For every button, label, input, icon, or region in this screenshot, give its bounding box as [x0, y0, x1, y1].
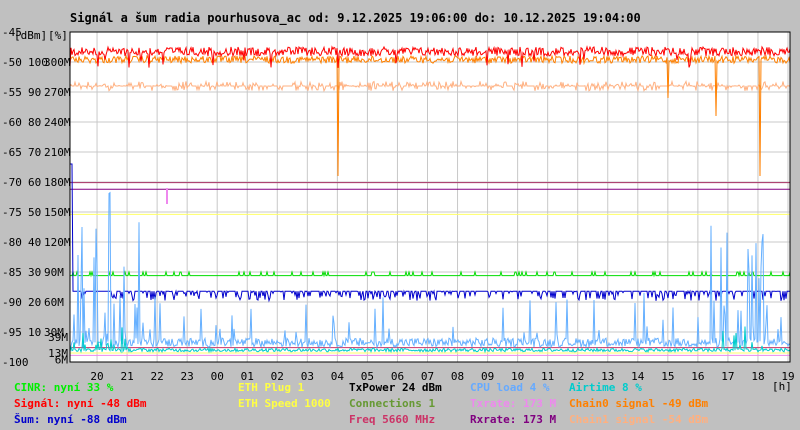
- rate-tick-label: 120M: [44, 236, 71, 249]
- legend-entry: Rxrate: 173 M: [470, 413, 556, 426]
- x-tick-label: 23: [181, 370, 194, 383]
- pct-tick-label: 80: [28, 116, 41, 129]
- plot-frame: [69, 31, 791, 363]
- x-tick-label: 09: [481, 370, 494, 383]
- legend-entry: Chain0 signal -49 dBm: [569, 397, 708, 410]
- x-tick-label: 05: [361, 370, 374, 383]
- pct-tick-label: 40: [28, 236, 41, 249]
- pct-tick-label: 10: [28, 326, 41, 339]
- x-tick-labels: 20 21 22 23 00 01 02 03 04 05 06 07 08 09 10 11 12 13 14 15…: [90, 370, 794, 383]
- grid: [70, 31, 790, 363]
- x-tick-label: 04: [331, 370, 345, 383]
- x-tick-label: 15: [661, 370, 674, 383]
- rate-tick-label: 60M: [44, 296, 64, 309]
- dbm-tick-label: -60: [2, 116, 22, 129]
- legend-entry: Txrate: 173 M: [470, 397, 556, 410]
- legend-entry: ETH Speed 1000: [238, 397, 331, 410]
- dbm-tick-label: -100: [2, 356, 29, 369]
- pct-tick-label: 60: [28, 176, 41, 189]
- dbm-axis-header: [dBm]: [14, 29, 47, 42]
- pct-tick-label: 30: [28, 266, 41, 279]
- x-tick-label: 06: [391, 370, 404, 383]
- x-tick-label: 12: [571, 370, 584, 383]
- legend-entry: ETH Plug 1: [238, 381, 305, 394]
- rate-tick-label: 270M: [44, 86, 71, 99]
- dbm-tick-label: -95: [2, 326, 22, 339]
- x-tick-label: 11: [541, 370, 554, 383]
- dbm-tick-label: -75: [2, 206, 22, 219]
- hour-axis-header: [h]: [772, 380, 792, 393]
- legend-entry: Freq 5660 MHz: [349, 413, 435, 426]
- rate-tick-label: 180M: [44, 176, 71, 189]
- legend-entry: Signál: nyní -48 dBm: [14, 397, 147, 410]
- rate-tick-label: 6M: [55, 354, 69, 367]
- chain0-signal-line: [69, 54, 791, 177]
- dbm-tick-label: -45: [2, 26, 22, 39]
- x-tick-label: 14: [631, 370, 645, 383]
- x-tick-label: 21: [120, 370, 133, 383]
- x-tick-label: 03: [301, 370, 314, 383]
- chart-title: Signál a šum radia pourhusova_ac od: 9.1…: [70, 11, 641, 26]
- legend-entry: CPU load 4 %: [470, 381, 550, 394]
- rate-tick-label: 240M: [44, 116, 71, 129]
- x-tick-label: 08: [451, 370, 464, 383]
- pct-tick-label: 50: [28, 206, 41, 219]
- legend-entry: CINR: nyní 33 %: [14, 381, 114, 394]
- legend-entry: Šum: nyní -88 dBm: [14, 413, 127, 426]
- legend: CINR: nyní 33 % Signál: nyní -48 dBm Šum: …: [14, 381, 708, 426]
- x-tick-label: 13: [601, 370, 614, 383]
- dbm-tick-label: -85: [2, 266, 22, 279]
- x-tick-label: 00: [211, 370, 224, 383]
- x-tick-label: 07: [421, 370, 434, 383]
- rate-tick-label: 39M: [48, 331, 68, 344]
- signal-line: [69, 45, 791, 68]
- plot-area: [70, 32, 790, 362]
- x-tick-label: 10: [511, 370, 524, 383]
- x-tick-label: 02: [271, 370, 284, 383]
- pct-tick-label: 90: [28, 86, 41, 99]
- x-tick-label: 22: [150, 370, 163, 383]
- rate-tick-label: 13M: [48, 347, 68, 360]
- legend-entry: Airtime 8 %: [569, 381, 642, 394]
- dbm-tick-label: -65: [2, 146, 22, 159]
- legend-entry: TxPower 24 dBm: [349, 381, 442, 394]
- pct-axis-header: [%]: [48, 29, 68, 42]
- x-tick-label: 16: [691, 370, 704, 383]
- pct-tick-label: 70: [28, 146, 41, 159]
- legend-entry: Chain1 signal -54 dBm: [569, 413, 708, 426]
- y-tick-labels: -45 -50 -55 -60 -65 -70 -75 -80 -85 -90 -95 -100 100…: [2, 26, 71, 369]
- dbm-tick-label: -90: [2, 296, 22, 309]
- airtime-line: [69, 326, 791, 354]
- pct-tick-label: 20: [28, 296, 41, 309]
- dbm-tick-label: -80: [2, 236, 22, 249]
- x-tick-label: 01: [241, 370, 254, 383]
- rate-tick-label: 300M: [44, 56, 71, 69]
- chain1-signal-line: [69, 79, 790, 93]
- dbm-tick-label: -50: [2, 56, 22, 69]
- x-tick-label: 19: [781, 370, 794, 383]
- cinr-line: [70, 270, 791, 278]
- x-tick-label: 20: [90, 370, 103, 383]
- rate-tick-label: 210M: [44, 146, 71, 159]
- x-tick-label: 18: [751, 370, 764, 383]
- rate-tick-label: 150M: [44, 206, 71, 219]
- series-lines: [69, 45, 791, 354]
- x-tick-label: 17: [721, 370, 734, 383]
- dbm-tick-label: -55: [2, 86, 22, 99]
- rate-tick-label: 90M: [44, 266, 64, 279]
- legend-entry: Connections 1: [349, 397, 435, 410]
- dbm-tick-label: -70: [2, 176, 22, 189]
- noise-line: [70, 163, 790, 303]
- cpu-load-line: [69, 191, 791, 349]
- pct-tick-label: 100: [28, 56, 48, 69]
- rate-tick-label: 30M: [44, 326, 64, 339]
